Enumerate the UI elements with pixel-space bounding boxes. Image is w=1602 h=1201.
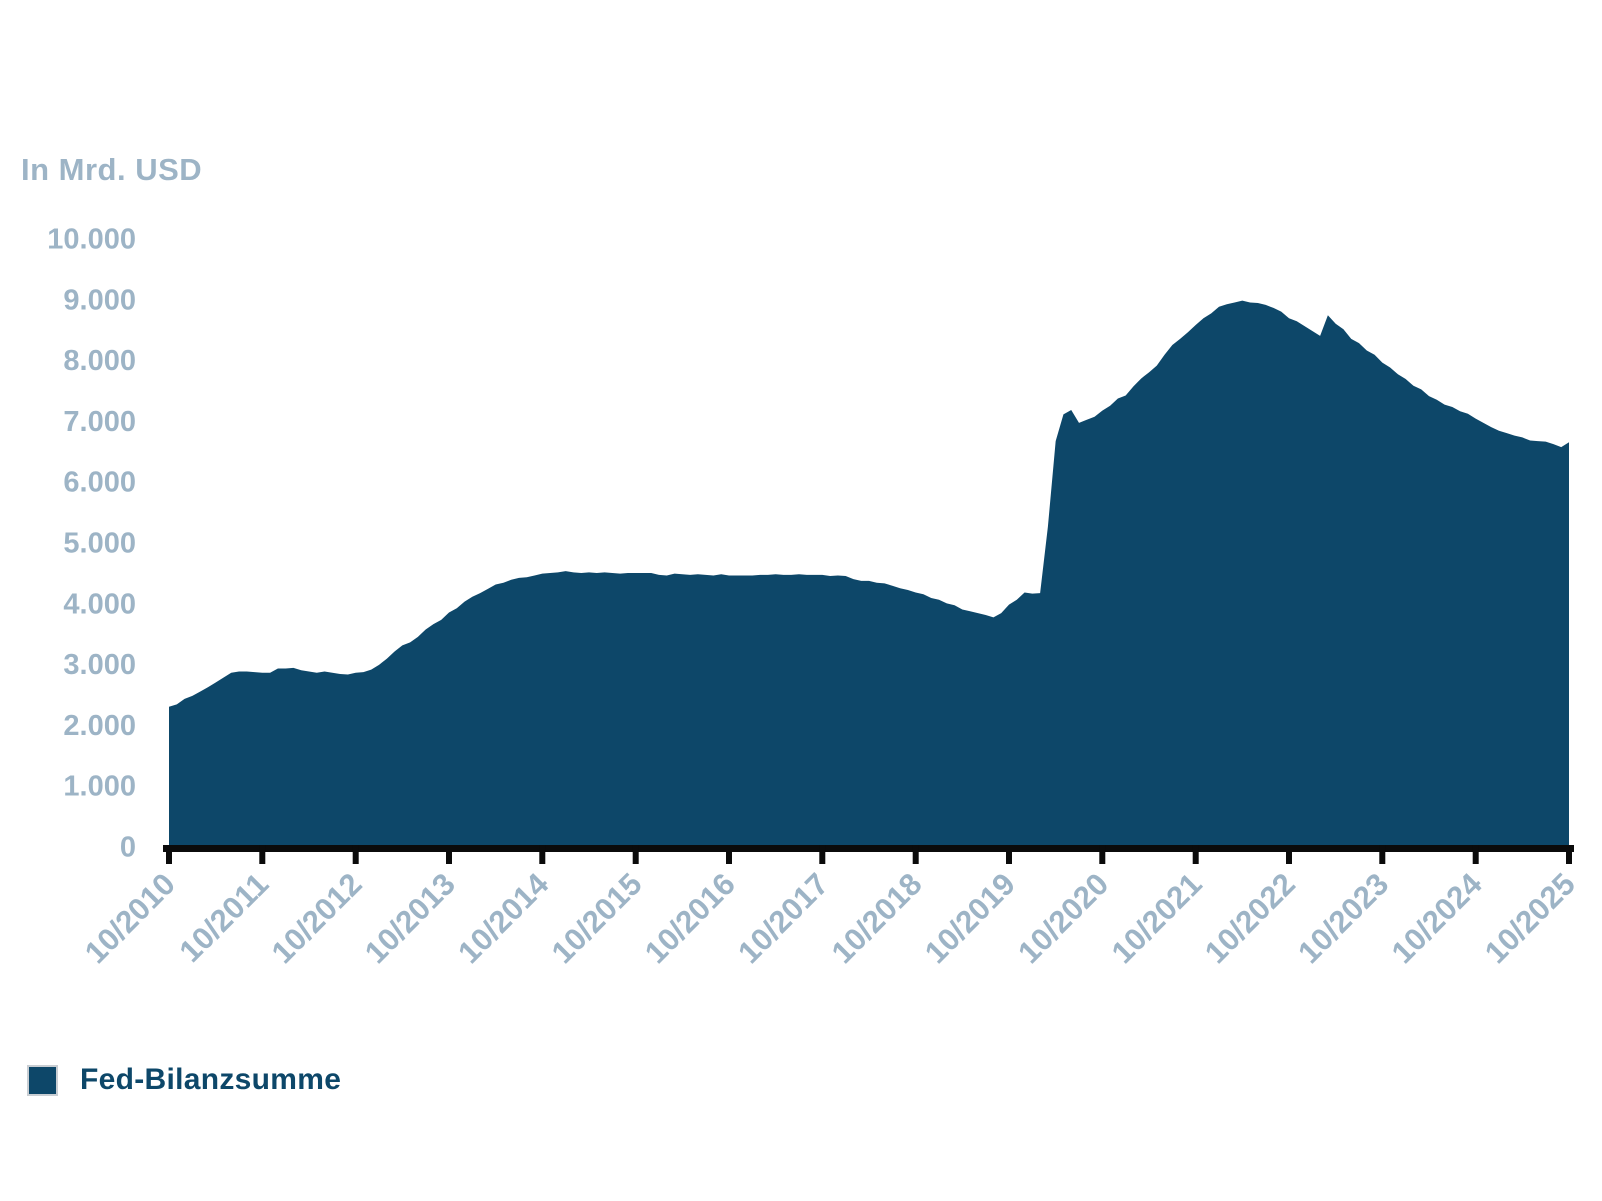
- x-tick-mark: [1379, 845, 1386, 864]
- x-tick-label: 10/2020: [1011, 866, 1115, 970]
- y-tick-label: 7.000: [63, 406, 136, 438]
- x-tick-label: 10/2025: [1478, 866, 1582, 970]
- x-tick-label: 10/2019: [918, 866, 1022, 970]
- x-tick-label: 10/2011: [172, 866, 275, 969]
- y-tick-label: 8.000: [63, 345, 136, 377]
- x-axis-line: [163, 845, 1574, 852]
- y-axis-unit-label: In Mrd. USD: [21, 152, 203, 187]
- x-tick-mark: [259, 845, 266, 864]
- y-tick-label: 4.000: [63, 588, 136, 620]
- y-tick-label: 0: [120, 832, 136, 864]
- x-tick-mark: [632, 845, 639, 864]
- y-tick-label: 6.000: [63, 467, 136, 499]
- x-tick-label: 10/2024: [1385, 866, 1490, 971]
- x-tick-mark: [1286, 845, 1292, 864]
- x-tick-label: 10/2023: [1291, 866, 1395, 970]
- x-tick-mark: [446, 845, 452, 864]
- x-tick-label: 10/2021: [1105, 866, 1209, 970]
- x-tick-mark: [1472, 845, 1479, 864]
- x-tick-label: 10/2010: [78, 866, 182, 970]
- area-series-fed-bilanzsumme: [169, 300, 1569, 846]
- x-tick-mark: [1192, 845, 1199, 864]
- y-tick-label: 5.000: [63, 528, 136, 560]
- x-tick-label: 10/2013: [358, 866, 462, 970]
- x-tick-mark: [539, 845, 546, 864]
- x-tick-label: 10/2016: [638, 866, 742, 970]
- y-tick-label: 10.000: [47, 224, 136, 256]
- legend: Fed-Bilanzsumme: [27, 1063, 341, 1097]
- x-tick-label: 10/2012: [265, 866, 369, 970]
- x-tick-label: 10/2022: [1198, 866, 1302, 970]
- legend-label: Fed-Bilanzsumme: [80, 1063, 342, 1096]
- x-tick-label: 10/2015: [545, 866, 649, 970]
- y-tick-label: 1.000: [63, 771, 136, 803]
- legend-swatch: [27, 1064, 58, 1096]
- x-tick-mark: [166, 845, 172, 864]
- x-tick-mark: [1566, 845, 1572, 864]
- x-tick-mark: [1006, 845, 1012, 864]
- y-tick-label: 2.000: [63, 710, 136, 742]
- y-tick-label: 9.000: [63, 284, 136, 316]
- x-tick-mark: [819, 845, 826, 864]
- x-tick-mark: [352, 845, 359, 864]
- x-tick-label: 10/2018: [825, 866, 929, 970]
- x-tick-label: 10/2014: [451, 866, 556, 971]
- x-tick-mark: [912, 845, 919, 864]
- x-tick-mark: [1099, 845, 1106, 864]
- x-tick-mark: [726, 845, 732, 864]
- y-tick-label: 3.000: [63, 649, 136, 681]
- x-tick-label: 10/2017: [731, 866, 835, 970]
